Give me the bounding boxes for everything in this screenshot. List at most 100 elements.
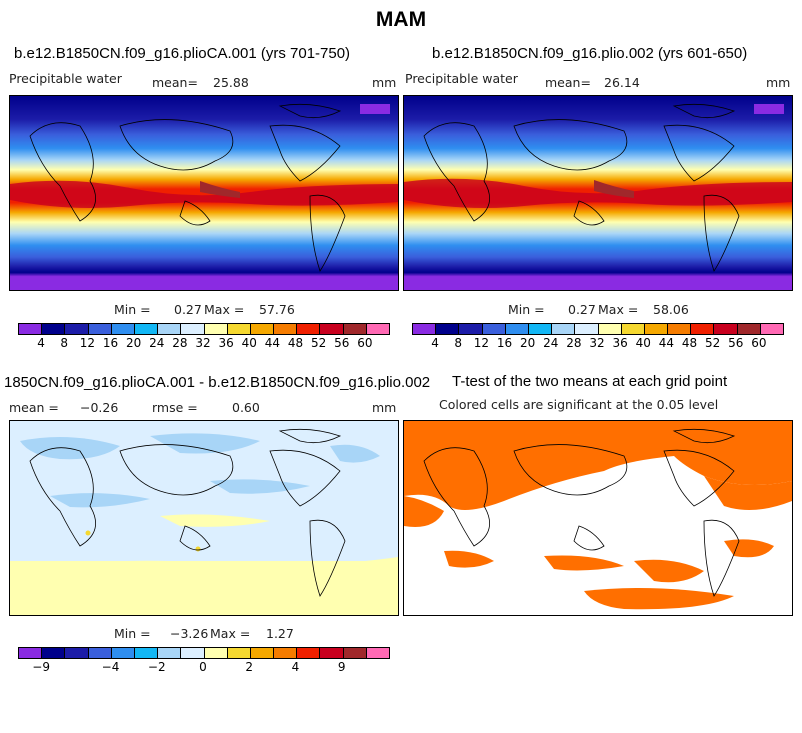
panel2-max-label: Max =	[598, 302, 639, 317]
colorbar-swatch	[760, 324, 783, 334]
colorbar-swatch	[621, 324, 645, 334]
colorbar-tick-label: 44	[264, 336, 281, 350]
colorbar-swatch	[181, 648, 205, 658]
colorbar-tick-label: 28	[566, 336, 582, 350]
colorbar-swatch	[19, 324, 43, 334]
panel4-significant-cells	[404, 421, 792, 610]
colorbar-swatch	[413, 324, 437, 334]
panel3-mean-label: mean =	[9, 400, 59, 415]
colorbar-swatch	[343, 324, 367, 334]
panel2-colorbar-labels: 4 8 12 16 20 24 28 32 36 40 44 48 52 56 60	[412, 336, 782, 350]
colorbar-tick-label: 36	[612, 336, 628, 350]
colorbar-swatch	[134, 324, 159, 334]
colorbar-tick-label: 2	[245, 660, 254, 674]
panel2-units: mm	[766, 75, 791, 90]
panel3-min-label: Min =	[114, 626, 151, 641]
panel2-mean-label: mean=	[545, 75, 591, 90]
colorbar-swatch	[320, 324, 344, 334]
panel3-rmse-label: rmse =	[152, 400, 198, 415]
colorbar-swatch	[459, 324, 483, 334]
colorbar-tick-label: −4	[101, 660, 120, 674]
panel1-colorbar	[18, 323, 390, 335]
panel3-title: 1850CN.f09_g16.plioCA.001 - b.e12.B1850C…	[4, 374, 431, 391]
panel2-min-label: Min =	[508, 302, 545, 317]
colorbar-tick-label: −2	[147, 660, 166, 674]
colorbar-swatch	[42, 324, 66, 334]
panel2-map	[403, 95, 793, 291]
colorbar-tick-label: 4	[431, 336, 439, 350]
colorbar-tick-label: 12	[79, 336, 96, 350]
colorbar-swatch	[227, 324, 251, 334]
panel3-difference-field	[10, 421, 398, 615]
colorbar-tick-label: 32	[195, 336, 211, 350]
colorbar-tick-label: 60	[751, 336, 767, 350]
colorbar-tick-label: 8	[454, 336, 463, 350]
panel3-min-value: −3.26	[170, 626, 209, 641]
panel3-units: mm	[372, 400, 397, 415]
panel2-min-value: 0.27	[568, 302, 596, 317]
colorbar-tick-label: 40	[241, 336, 257, 350]
panel4-subtitle: Colored cells are significant at the 0.0…	[439, 397, 719, 412]
panel4-significance-field	[404, 421, 792, 615]
panel3-mean-value: −0.26	[80, 400, 119, 415]
colorbar-swatch	[552, 324, 576, 334]
colorbar-tick-label: 52	[704, 336, 721, 350]
panel1-colorbar-labels: 4 8 12 16 20 24 28 32 36 40 44 48 52 56 60	[18, 336, 388, 350]
panel1-mean-label: mean=	[152, 75, 198, 90]
colorbar-swatch	[19, 648, 43, 658]
colorbar-swatch	[691, 324, 715, 334]
panel3-max-value: 1.27	[266, 626, 294, 641]
panel2-precipitable-water-field	[404, 96, 792, 290]
colorbar-swatch	[737, 324, 761, 334]
colorbar-swatch	[575, 324, 599, 334]
colorbar-tick-label: 12	[473, 336, 490, 350]
figure-title: MAM	[375, 8, 427, 31]
colorbar-tick-label: 40	[635, 336, 651, 350]
colorbar-swatch	[250, 648, 275, 658]
panel4-title: T-test of the two means at each grid poi…	[452, 373, 728, 390]
colorbar-swatch	[714, 324, 738, 334]
colorbar-swatch	[297, 324, 321, 334]
colorbar-swatch	[88, 648, 112, 658]
colorbar-swatch	[134, 648, 159, 658]
colorbar-tick-label: 16	[496, 336, 513, 350]
colorbar-swatch	[366, 324, 389, 334]
colorbar-swatch	[158, 324, 182, 334]
colorbar-tick-label: 20	[519, 336, 536, 350]
colorbar-swatch	[320, 648, 344, 658]
panel1-mean-value: 25.88	[213, 75, 249, 90]
colorbar-swatch	[528, 324, 553, 334]
panel3-map	[9, 420, 399, 616]
panel1-variable-label: Precipitable water	[9, 71, 122, 86]
panel2-title: b.e12.B1850CN.f09_g16.plio.002 (yrs 601-…	[432, 45, 748, 62]
panel1-max-value: 57.76	[259, 302, 295, 317]
panel1-min-value: 0.27	[174, 302, 202, 317]
colorbar-swatch	[366, 648, 389, 658]
colorbar-tick-label: 0	[199, 660, 207, 674]
colorbar-swatch	[644, 324, 669, 334]
panel1-title: b.e12.B1850CN.f09_g16.plioCA.001 (yrs 70…	[14, 45, 351, 62]
colorbar-swatch	[111, 648, 135, 658]
colorbar-swatch	[343, 648, 367, 658]
panel2-mean-value: 26.14	[604, 75, 640, 90]
colorbar-swatch	[598, 324, 622, 334]
colorbar-swatch	[204, 648, 228, 658]
panel1-precipitable-water-field	[10, 96, 398, 290]
panel2-max-value: 58.06	[653, 302, 689, 317]
colorbar-tick-label: 56	[728, 336, 744, 350]
panel4-map	[403, 420, 793, 616]
colorbar-swatch	[250, 324, 275, 334]
colorbar-tick-label: 28	[172, 336, 188, 350]
panel2-variable-label: Precipitable water	[405, 71, 518, 86]
colorbar-swatch	[65, 324, 89, 334]
panel2-colorbar	[412, 323, 784, 335]
colorbar-tick-label: 32	[589, 336, 605, 350]
colorbar-swatch	[42, 648, 66, 658]
panel1-map	[9, 95, 399, 291]
colorbar-tick-label: 44	[658, 336, 675, 350]
colorbar-swatch	[274, 648, 298, 658]
panel3-colorbar-labels: −9 −4 −2 0 2 4 9	[18, 660, 388, 674]
panel3-colorbar	[18, 647, 390, 659]
colorbar-swatch	[204, 324, 228, 334]
colorbar-swatch	[227, 648, 251, 658]
